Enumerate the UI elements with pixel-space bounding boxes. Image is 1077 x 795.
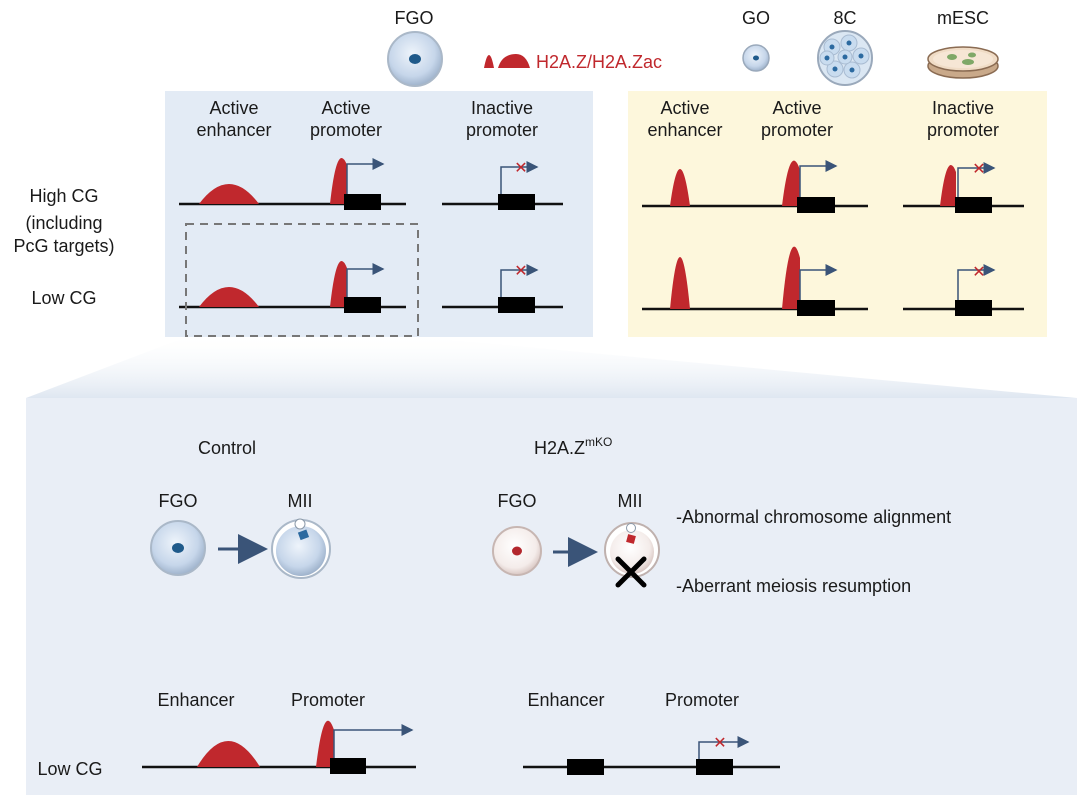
zoom-funnel	[26, 337, 1077, 398]
control-mii-label: MII	[288, 491, 313, 511]
ko-promoter-label: Promoter	[665, 690, 739, 710]
svg-text:✕: ✕	[514, 160, 527, 177]
right-high-active-track	[642, 160, 868, 213]
control-low-cg-track	[142, 720, 416, 774]
left-active-promoter-label-1: Active	[321, 98, 370, 118]
right-active-enhancer-label-1: Active	[660, 98, 709, 118]
control-enhancer-label: Enhancer	[157, 690, 234, 710]
right-high-inactive-track: ✕	[903, 161, 1024, 213]
low-cg-label: Low CG	[31, 288, 96, 308]
h2az-mko-label: H2A.ZmKO	[534, 435, 612, 458]
go-cell-icon	[742, 44, 770, 72]
left-high-inactive-track: ✕	[442, 160, 563, 210]
go-header-label: GO	[742, 8, 770, 28]
8c-embryo-icon	[817, 30, 873, 86]
zoom-selection-box	[185, 223, 419, 337]
ko-fgo-cell-icon	[492, 526, 542, 576]
ko-low-cg-track: ✕	[523, 735, 780, 775]
right-active-enhancer-label-2: enhancer	[647, 120, 722, 140]
svg-text:✕: ✕	[713, 735, 726, 752]
left-active-enhancer-label-1: Active	[209, 98, 258, 118]
control-label: Control	[198, 438, 256, 458]
left-low-inactive-track: ✕	[442, 263, 563, 313]
right-active-promoter-label-1: Active	[772, 98, 821, 118]
left-active-promoter-label-2: promoter	[310, 120, 382, 140]
ko-fgo-label: FGO	[498, 491, 537, 511]
mesc-header-label: mESC	[937, 8, 989, 28]
control-fgo-label: FGO	[159, 491, 198, 511]
fgo-cell-icon	[387, 31, 443, 87]
svg-text:✕: ✕	[514, 263, 527, 280]
left-low-active-track	[179, 260, 406, 313]
detail-panel	[26, 398, 1077, 795]
left-inactive-promoter-label-1: Inactive	[471, 98, 533, 118]
h2az-peak-legend-icon	[484, 54, 530, 68]
8c-header-label: 8C	[833, 8, 856, 28]
phenotype-1: -Abnormal chromosome alignment	[676, 507, 951, 527]
right-low-active-track	[642, 246, 868, 316]
phenotype-2: -Aberrant meiosis resumption	[676, 576, 911, 596]
high-cg-label-1: High CG	[29, 186, 98, 206]
legend-label: H2A.Z/H2A.Zac	[536, 52, 662, 72]
fgo-header-label: FGO	[395, 8, 434, 28]
high-cg-label-3: PcG targets)	[13, 236, 114, 256]
svg-text:✕: ✕	[972, 264, 985, 281]
control-mii-cell-icon	[271, 518, 331, 579]
control-promoter-label: Promoter	[291, 690, 365, 710]
high-cg-label-2: (including	[25, 213, 102, 233]
left-inactive-promoter-label-2: promoter	[466, 120, 538, 140]
ko-enhancer-label: Enhancer	[527, 690, 604, 710]
right-low-inactive-track: ✕	[903, 264, 1024, 316]
right-inactive-promoter-label-1: Inactive	[932, 98, 994, 118]
right-inactive-promoter-label-2: promoter	[927, 120, 999, 140]
ko-mii-label: MII	[618, 491, 643, 511]
bottom-low-cg-label: Low CG	[37, 759, 102, 779]
left-active-enhancer-label-2: enhancer	[196, 120, 271, 140]
go-8c-mesc-panel	[628, 91, 1047, 337]
left-high-active-track	[179, 157, 406, 210]
petri-dish-icon	[927, 46, 999, 79]
failure-cross-icon	[615, 556, 647, 588]
svg-text:✕: ✕	[972, 161, 985, 178]
right-active-promoter-label-2: promoter	[761, 120, 833, 140]
control-fgo-cell-icon	[150, 520, 206, 576]
